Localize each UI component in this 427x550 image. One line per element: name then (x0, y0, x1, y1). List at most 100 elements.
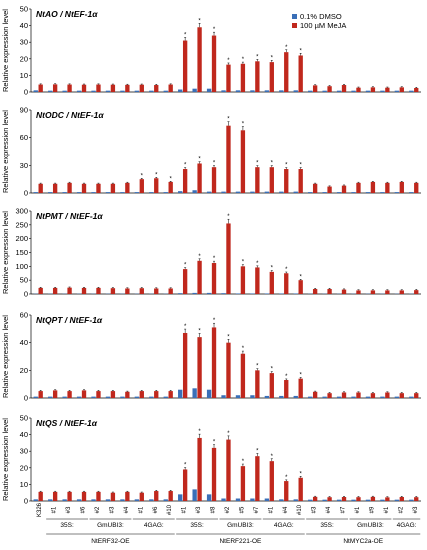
bar-meja (197, 260, 202, 294)
y-axis-label: Relative expression level (1, 315, 10, 398)
bar-dmso (105, 90, 111, 92)
significance-star: * (198, 254, 201, 260)
bar-meja (414, 88, 419, 92)
bar-dmso (250, 395, 255, 398)
bar-dmso (235, 90, 241, 92)
bar-meja (38, 491, 43, 501)
x-line-label: #2 (225, 506, 231, 513)
bar-meja (269, 167, 274, 193)
bar-meja (38, 391, 43, 398)
significance-star: * (155, 172, 158, 178)
bar-meja (399, 181, 404, 193)
bar-meja (110, 492, 116, 501)
x-line-label: #4 (124, 506, 130, 513)
bar-meja (341, 289, 347, 294)
y-tick-label: 30 (20, 447, 28, 456)
significance-star: * (242, 57, 245, 63)
y-tick-label: 30 (20, 161, 28, 170)
bar-meja (125, 491, 130, 501)
bar-dmso (293, 499, 298, 501)
y-tick-label: 200 (15, 234, 28, 243)
panel-title: NtQS / NtEF-1α (36, 418, 98, 428)
bar-meja (168, 288, 173, 294)
bar-dmso (206, 389, 212, 398)
bar-dmso (279, 395, 284, 398)
bar-meja (154, 288, 159, 294)
significance-star: * (213, 318, 216, 324)
bar-meja (370, 393, 376, 398)
bar-meja (211, 263, 217, 294)
bar-meja (226, 223, 231, 294)
bar-meja (67, 391, 72, 398)
significance-star: * (198, 157, 201, 163)
bar-meja (284, 52, 289, 92)
x-line-label: #6 (81, 506, 87, 513)
bar-meja (341, 85, 347, 92)
significance-star: * (242, 346, 245, 352)
bar-dmso (149, 90, 154, 92)
bar-dmso (120, 396, 125, 398)
bar-dmso (322, 90, 327, 92)
bar-meja (226, 439, 231, 501)
bar-meja (67, 287, 72, 294)
bar-meja (197, 27, 202, 92)
bar-meja (168, 181, 173, 193)
bar-meja (298, 55, 303, 92)
bar-dmso (293, 395, 298, 398)
bar-meja (211, 327, 217, 398)
bar-meja (139, 492, 144, 501)
bar-dmso (91, 499, 96, 501)
bar-dmso (351, 396, 356, 398)
bar-dmso (192, 292, 197, 294)
bar-dmso (322, 192, 327, 193)
x-line-label: #1 (384, 506, 390, 513)
y-axis-label: Relative expression level (1, 418, 10, 501)
bar-dmso (120, 90, 125, 92)
bar-meja (399, 497, 404, 501)
bar-meja (197, 163, 202, 193)
bar-meja (385, 182, 390, 193)
bar-dmso (62, 499, 67, 501)
bar-meja (240, 466, 246, 501)
bar-meja (182, 169, 188, 193)
bar-dmso (149, 396, 154, 398)
bar-meja (327, 393, 332, 398)
bar-meja (269, 62, 274, 92)
bar-meja (255, 267, 260, 294)
bar-dmso (250, 293, 255, 294)
bar-meja (125, 182, 130, 193)
bar-dmso (250, 90, 255, 92)
significance-star: * (256, 54, 259, 60)
y-tick-label: 20 (20, 463, 28, 472)
promoter-label: GmUBI3: (97, 522, 124, 529)
bar-meja (370, 181, 376, 193)
y-tick-label: 60 (20, 133, 28, 142)
bar-meja (399, 393, 404, 398)
significance-star: * (184, 263, 187, 269)
bar-dmso (105, 396, 111, 398)
y-tick-label: 150 (15, 248, 28, 257)
bar-meja (197, 437, 202, 501)
bar-meja (414, 497, 419, 501)
bar-dmso (279, 90, 284, 92)
y-tick-label: 50 (20, 276, 28, 285)
bar-dmso (235, 498, 241, 501)
bar-dmso (293, 293, 298, 294)
bar-meja (125, 84, 130, 92)
bar-dmso (409, 90, 414, 92)
bar-dmso (134, 499, 140, 501)
bar-meja (96, 287, 101, 294)
legend-label: 100 µM MeJA (300, 21, 346, 30)
bar-dmso (33, 499, 38, 501)
bar-meja (414, 290, 419, 294)
construct-label: NtERF32-OE (91, 538, 130, 545)
significance-star: * (271, 55, 274, 61)
significance-star: * (198, 18, 201, 24)
bar-meja (269, 373, 274, 398)
bar-meja (269, 271, 274, 294)
x-line-label: #6 (153, 506, 159, 513)
bar-dmso (235, 395, 241, 398)
bar-meja (284, 481, 289, 501)
significance-star: * (227, 117, 230, 123)
